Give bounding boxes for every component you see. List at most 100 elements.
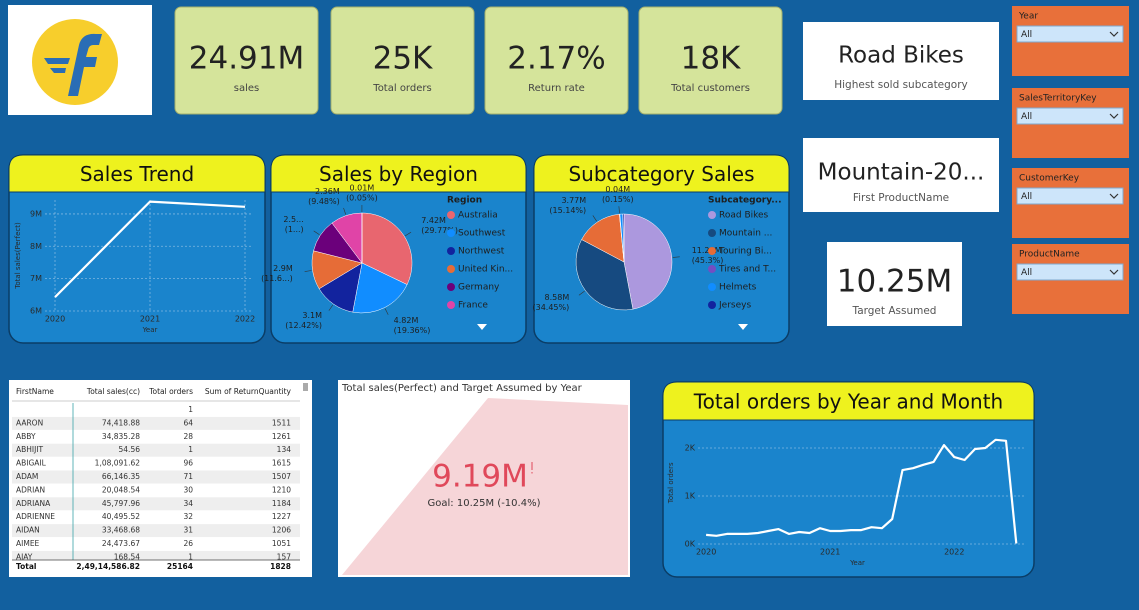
slicer-selection: All [1021, 30, 1032, 40]
legend-marker [447, 211, 455, 219]
dropdown-chevron [1109, 269, 1119, 275]
x-tick-label: 2020 [696, 548, 716, 557]
total-cell: 25164 [167, 562, 193, 571]
legend-label: France [458, 301, 488, 311]
table-cell: AJAY [16, 552, 33, 561]
column-header: Total sales(cc) [86, 387, 140, 396]
slicer-dropdown[interactable] [1016, 107, 1124, 125]
info-value: Road Bikes [838, 43, 964, 69]
line-series [706, 438, 1018, 544]
label-leader [384, 308, 389, 315]
data-label-percent: (9.48%) [308, 197, 340, 206]
legend-marker [708, 229, 716, 237]
table-cell: 1051 [272, 539, 291, 548]
data-label-percent: (19.36%) [394, 326, 431, 335]
legend-marker [447, 247, 455, 255]
info-card [803, 22, 999, 100]
data-label-percent: (0.05%) [346, 194, 378, 203]
legend-label: United Kin... [458, 265, 513, 275]
data-label-percent: (29.77%) [421, 226, 458, 235]
label-leader [672, 256, 680, 258]
kpi-card [638, 6, 783, 115]
kpi-value: 25K [373, 41, 433, 77]
table-cell: 54.56 [119, 445, 141, 454]
column-header: FirstName [16, 387, 54, 396]
table-cell: AARON [16, 418, 43, 427]
data-label-percent: (34.45%) [533, 303, 570, 312]
column-header: Total orders [148, 387, 193, 396]
slicer-dropdown[interactable] [1016, 25, 1124, 43]
table-cell: 1 [188, 552, 193, 561]
legend-label: Mountain ... [719, 229, 772, 239]
data-label: 2.5... [283, 215, 303, 224]
table-cell: AIMEE [16, 539, 40, 548]
x-tick-label: 2022 [235, 315, 255, 324]
total-cell: Total [16, 562, 37, 571]
y-tick-label: 2K [685, 444, 696, 453]
table-cell: 1507 [272, 472, 291, 481]
x-axis-title: Year [849, 559, 865, 567]
panel-title: Sales Trend [80, 162, 194, 186]
data-label-percent: (15.14%) [549, 206, 586, 215]
info-label: Target Assumed [852, 305, 937, 317]
panel-title: Sales by Region [319, 162, 478, 186]
slicer-selection: All [1021, 112, 1032, 122]
table-cell: 40,495.52 [102, 512, 140, 521]
label-leader [618, 206, 620, 214]
panel-header [533, 154, 790, 193]
data-label-percent: (11.6...) [261, 274, 293, 283]
table-cell: ADAM [16, 472, 38, 481]
dropdown-chevron [1109, 113, 1119, 119]
info-card [827, 242, 962, 326]
table-cell: 45,797.96 [102, 499, 140, 508]
x-tick-label: 2022 [944, 548, 964, 557]
legend-marker [447, 301, 455, 309]
legend-label: Road Bikes [719, 211, 769, 221]
kpi-card [330, 6, 475, 115]
legend-marker [708, 211, 716, 219]
table-cell: 31 [183, 526, 193, 535]
y-tick-label: 8M [30, 242, 42, 251]
table-cell: 1206 [272, 526, 291, 535]
kpi-value: 24.91M [189, 41, 305, 77]
slicer-dropdown[interactable] [1016, 187, 1124, 205]
row-band [12, 443, 300, 457]
info-value: Mountain-20... [818, 160, 985, 186]
table-cell: ABBY [16, 432, 36, 441]
table-cell: 1227 [272, 512, 291, 521]
panel-title: Total orders by Year and Month [693, 390, 1003, 414]
legend-scroll-arrow[interactable] [477, 324, 487, 330]
legend-label: Australia [458, 211, 498, 221]
kpi-card [484, 6, 629, 115]
table-cell: 66,146.35 [102, 472, 140, 481]
pie-slice [361, 212, 413, 285]
table-cell: 71 [183, 472, 193, 481]
kpi-card [174, 6, 319, 115]
label-leader [404, 231, 412, 237]
data-label: 3.77M [561, 196, 586, 205]
legend-marker [708, 283, 716, 291]
y-tick-label: 0K [685, 540, 696, 549]
slicer-selection: All [1021, 268, 1032, 278]
table-cell: 1,08,091.62 [95, 459, 141, 468]
table-cell: 96 [183, 459, 193, 468]
y-tick-label: 1K [685, 492, 696, 501]
kpi-visual-title: Total sales(Perfect) and Target Assumed … [341, 383, 583, 394]
legend-label: Tires and T... [718, 265, 776, 275]
data-label: 8.58M [545, 293, 570, 302]
legend-scroll-arrow[interactable] [738, 324, 748, 330]
row-band [12, 497, 300, 511]
scrollbar-thumb[interactable] [303, 383, 308, 391]
table-cell: 1184 [272, 499, 291, 508]
kpi-label: Return rate [528, 83, 585, 94]
table-cell: 64 [183, 418, 193, 427]
logo [8, 5, 152, 115]
slicer-dropdown[interactable] [1016, 263, 1124, 281]
data-label: 0.04M [605, 185, 630, 194]
x-tick-label: 2021 [140, 315, 160, 324]
legend-label: Northwest [458, 247, 505, 257]
kpi-value: 2.17% [507, 41, 605, 77]
table-cell: ADRIAN [16, 485, 45, 494]
legend-marker [447, 229, 455, 237]
